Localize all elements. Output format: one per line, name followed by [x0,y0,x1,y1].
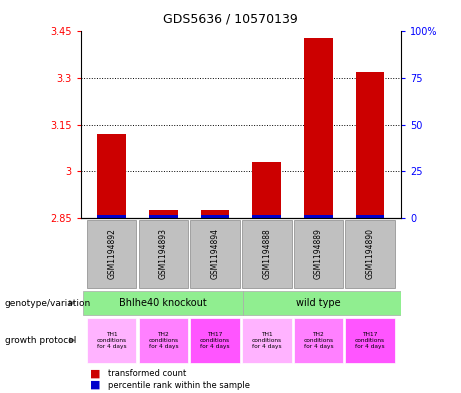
Bar [242,220,291,288]
Bar [87,318,136,363]
Bar [149,215,177,218]
Bar [190,220,240,288]
Text: GSM1194892: GSM1194892 [107,228,116,279]
Text: TH1
conditions
for 4 days: TH1 conditions for 4 days [97,332,127,349]
Text: ■: ■ [90,380,100,390]
Bar [253,162,281,218]
Bar [201,215,229,218]
Bar [304,215,332,218]
Text: GDS5636 / 10570139: GDS5636 / 10570139 [163,13,298,26]
Bar [83,291,243,315]
Bar [243,291,404,315]
Bar [356,215,384,218]
Bar [294,318,343,363]
Bar [294,220,343,288]
Text: GSM1194888: GSM1194888 [262,228,271,279]
Text: TH17
conditions
for 4 days: TH17 conditions for 4 days [200,332,230,349]
Text: transformed count: transformed count [108,369,187,378]
Text: GSM1194889: GSM1194889 [314,228,323,279]
Bar [97,215,126,218]
Text: TH2
conditions
for 4 days: TH2 conditions for 4 days [303,332,333,349]
Bar [345,318,395,363]
Bar [139,318,188,363]
Bar [253,215,281,218]
Bar [304,38,332,218]
Bar [345,220,395,288]
Text: TH17
conditions
for 4 days: TH17 conditions for 4 days [355,332,385,349]
Bar [149,210,177,218]
Bar [356,72,384,218]
Text: TH1
conditions
for 4 days: TH1 conditions for 4 days [252,332,282,349]
Text: GSM1194894: GSM1194894 [211,228,219,279]
Bar [97,134,126,218]
Text: wild type: wild type [296,298,341,308]
Text: GSM1194893: GSM1194893 [159,228,168,279]
Text: TH2
conditions
for 4 days: TH2 conditions for 4 days [148,332,178,349]
Text: GSM1194890: GSM1194890 [366,228,375,279]
Text: percentile rank within the sample: percentile rank within the sample [108,381,250,389]
Text: genotype/variation: genotype/variation [5,299,91,307]
Text: ■: ■ [90,368,100,378]
Bar [190,318,240,363]
Text: growth protocol: growth protocol [5,336,76,345]
Bar [201,210,229,218]
Bar [242,318,291,363]
Bar [87,220,136,288]
Text: Bhlhe40 knockout: Bhlhe40 knockout [119,298,207,308]
Bar [139,220,188,288]
